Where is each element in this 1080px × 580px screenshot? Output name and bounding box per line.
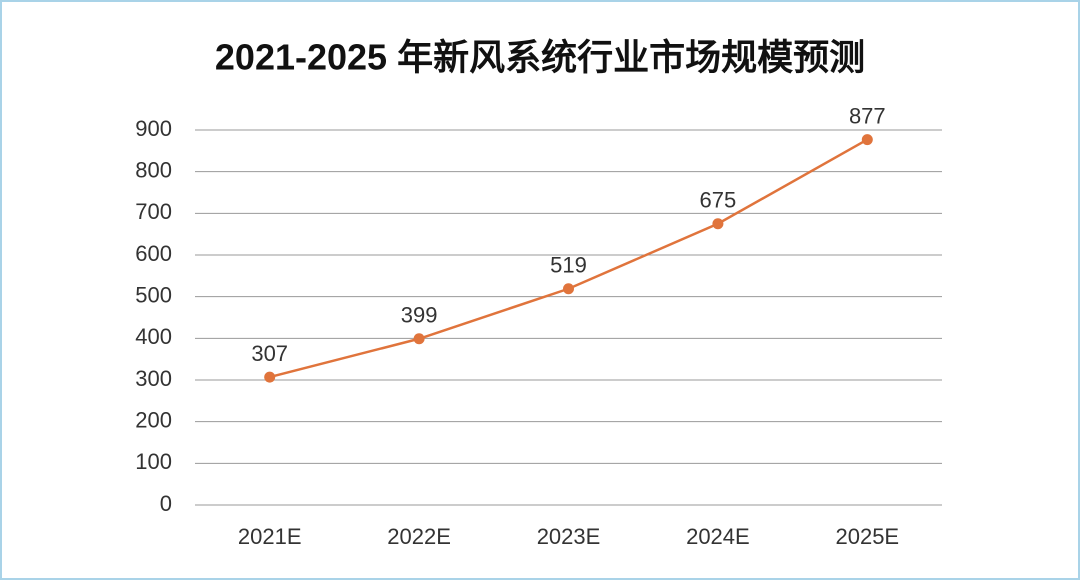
data-label: 675: [700, 188, 737, 213]
point: [712, 218, 724, 230]
x-tick-label: 2024E: [686, 524, 750, 549]
y-tick-label: 700: [135, 199, 172, 224]
y-tick-label: 0: [160, 491, 172, 516]
point: [861, 134, 873, 146]
x-tick-label: 2023E: [537, 524, 601, 549]
x-tick-label: 2025E: [835, 524, 899, 549]
point: [413, 333, 425, 345]
x-tick-label: 2022E: [387, 524, 451, 549]
x-tick-label: 2021E: [238, 524, 302, 549]
y-tick-label: 500: [135, 282, 172, 307]
data-label: 307: [251, 341, 288, 366]
y-tick-label: 800: [135, 157, 172, 182]
data-label: 519: [550, 253, 587, 278]
point: [264, 371, 276, 383]
point: [563, 283, 574, 295]
y-tick-label: 400: [135, 324, 172, 349]
y-tick-label: 900: [135, 116, 172, 141]
y-tick-label: 600: [135, 241, 172, 266]
y-tick-label: 100: [135, 449, 172, 474]
y-tick-label: 200: [135, 407, 172, 432]
y-tick-label: 300: [135, 366, 172, 391]
data-label: 399: [401, 303, 438, 328]
chart-title: 2021-2025 年新风系统行业市场规模预测: [215, 37, 865, 78]
data-label: 877: [849, 103, 886, 128]
